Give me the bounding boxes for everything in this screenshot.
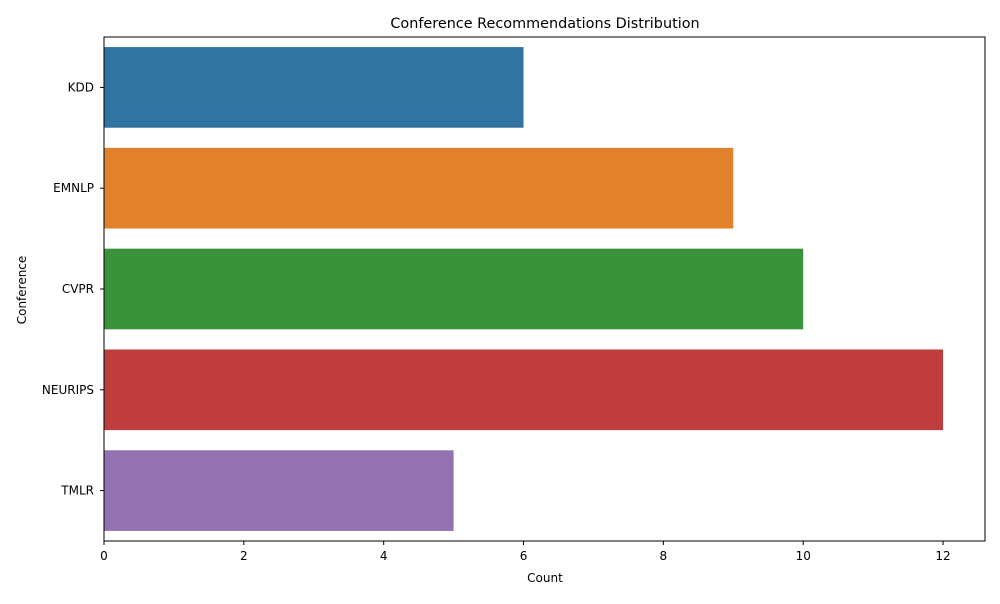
bar-cvpr (104, 248, 804, 330)
axes-layer: KDD EMNLP CVPR NEURIPS TMLR 0 2 4 6 8 10 12 (42, 36, 986, 563)
y-tick-label-emnlp: EMNLP (53, 181, 94, 195)
y-tick-label-kdd: KDD (68, 80, 94, 94)
x-tick-label-0: 0 (100, 549, 108, 563)
x-tick-label-12: 12 (935, 549, 950, 563)
bar-emnlp (104, 147, 734, 229)
y-tick-label-tmlr: TMLR (60, 484, 94, 498)
x-tick-label-10: 10 (796, 549, 811, 563)
bar-neurips (104, 349, 944, 431)
bar-tmlr (104, 450, 454, 531)
x-tick-label-2: 2 (240, 549, 248, 563)
y-tick-label-cvpr: CVPR (62, 282, 94, 296)
plot-frame (103, 36, 986, 542)
bar-kdd (104, 47, 524, 128)
chart-title: Conference Recommendations Distribution (390, 16, 699, 32)
x-tick-label-4: 4 (380, 549, 388, 563)
bars-layer (104, 47, 944, 531)
y-axis-label: Conference (15, 256, 29, 325)
x-tick-label-6: 6 (520, 549, 528, 563)
y-tick-label-neurips: NEURIPS (42, 383, 94, 397)
x-axis-label: Count (527, 571, 563, 585)
x-tick-label-8: 8 (660, 549, 668, 563)
